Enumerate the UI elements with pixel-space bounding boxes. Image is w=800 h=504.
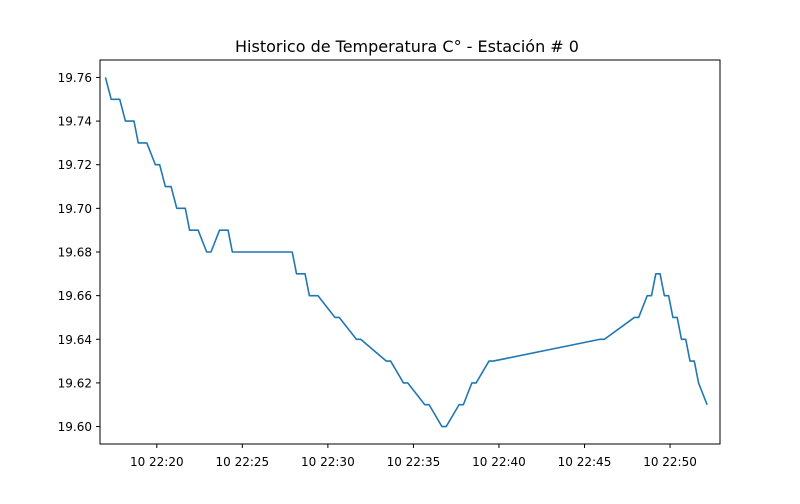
y-tick-label: 19.60 [58, 420, 92, 434]
x-tick-label: 10 22:45 [558, 455, 612, 469]
x-tick-label: 10 22:30 [301, 455, 355, 469]
x-tick-label: 10 22:20 [130, 455, 184, 469]
x-tick-label: 10 22:35 [387, 455, 441, 469]
y-tick-label: 19.72 [58, 158, 92, 172]
x-axis: 10 22:20 10 22:25 10 22:30 10 22:35 10 22:40… [130, 444, 697, 469]
y-tick-label: 19.68 [58, 246, 92, 260]
y-tick-label: 19.74 [58, 115, 92, 129]
chart-title: Historico de Temperatura C° - Estación #… [235, 37, 579, 56]
y-tick-label: 19.70 [58, 202, 92, 216]
y-tick-label: 19.76 [58, 71, 92, 85]
x-tick-label: 10 22:25 [216, 455, 270, 469]
x-tick-label: 10 22:40 [472, 455, 526, 469]
series-line-0 [104, 77, 708, 428]
y-tick-label: 19.62 [58, 376, 92, 390]
series-layer [104, 77, 708, 428]
y-tick-label: 19.64 [58, 333, 92, 347]
y-axis: 19.60 19.62 19.64 19.66 19.68 19.70 19.72 19.74… [58, 71, 100, 434]
x-tick-label: 10 22:50 [643, 455, 697, 469]
y-tick-label: 19.66 [58, 289, 92, 303]
